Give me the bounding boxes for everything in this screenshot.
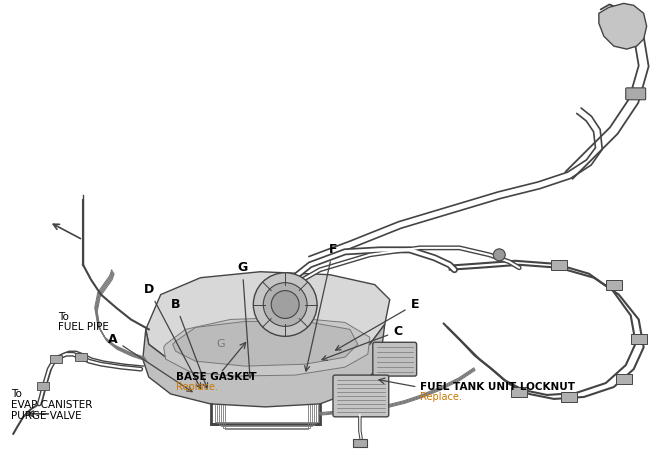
Text: D: D — [143, 283, 201, 388]
Polygon shape — [146, 272, 390, 371]
Text: PURGE VALVE: PURGE VALVE — [11, 411, 82, 421]
Bar — [561, 392, 577, 402]
Text: Replace.: Replace. — [176, 382, 218, 392]
Text: C: C — [322, 325, 402, 360]
Text: Replace.: Replace. — [420, 392, 461, 402]
Text: To: To — [58, 312, 69, 322]
Text: G: G — [216, 339, 225, 349]
Bar — [50, 355, 62, 363]
Text: EVAP CANISTER: EVAP CANISTER — [11, 400, 93, 410]
Circle shape — [271, 291, 299, 318]
Bar — [606, 280, 622, 290]
Text: G: G — [238, 261, 252, 378]
Text: To: To — [11, 389, 22, 399]
Polygon shape — [172, 321, 358, 366]
Circle shape — [253, 273, 317, 336]
Text: FUEL PIPE: FUEL PIPE — [58, 322, 109, 332]
Polygon shape — [143, 325, 385, 407]
Text: F: F — [305, 243, 338, 371]
Bar — [511, 387, 527, 397]
Polygon shape — [599, 3, 647, 49]
Polygon shape — [164, 317, 370, 376]
Circle shape — [494, 249, 505, 261]
Text: B: B — [171, 298, 208, 388]
Text: E: E — [336, 298, 419, 350]
Text: FUEL TANK UNIT LOCKNUT: FUEL TANK UNIT LOCKNUT — [420, 382, 574, 392]
Text: A: A — [108, 333, 192, 392]
Circle shape — [263, 283, 307, 326]
Bar — [616, 374, 632, 384]
Bar — [353, 439, 367, 447]
Bar — [631, 334, 647, 344]
Text: BASE GASKET: BASE GASKET — [176, 372, 256, 382]
FancyBboxPatch shape — [333, 375, 389, 417]
FancyBboxPatch shape — [373, 342, 417, 376]
Bar — [38, 382, 49, 390]
FancyBboxPatch shape — [626, 88, 645, 100]
Bar — [75, 353, 87, 361]
Bar — [551, 260, 567, 270]
